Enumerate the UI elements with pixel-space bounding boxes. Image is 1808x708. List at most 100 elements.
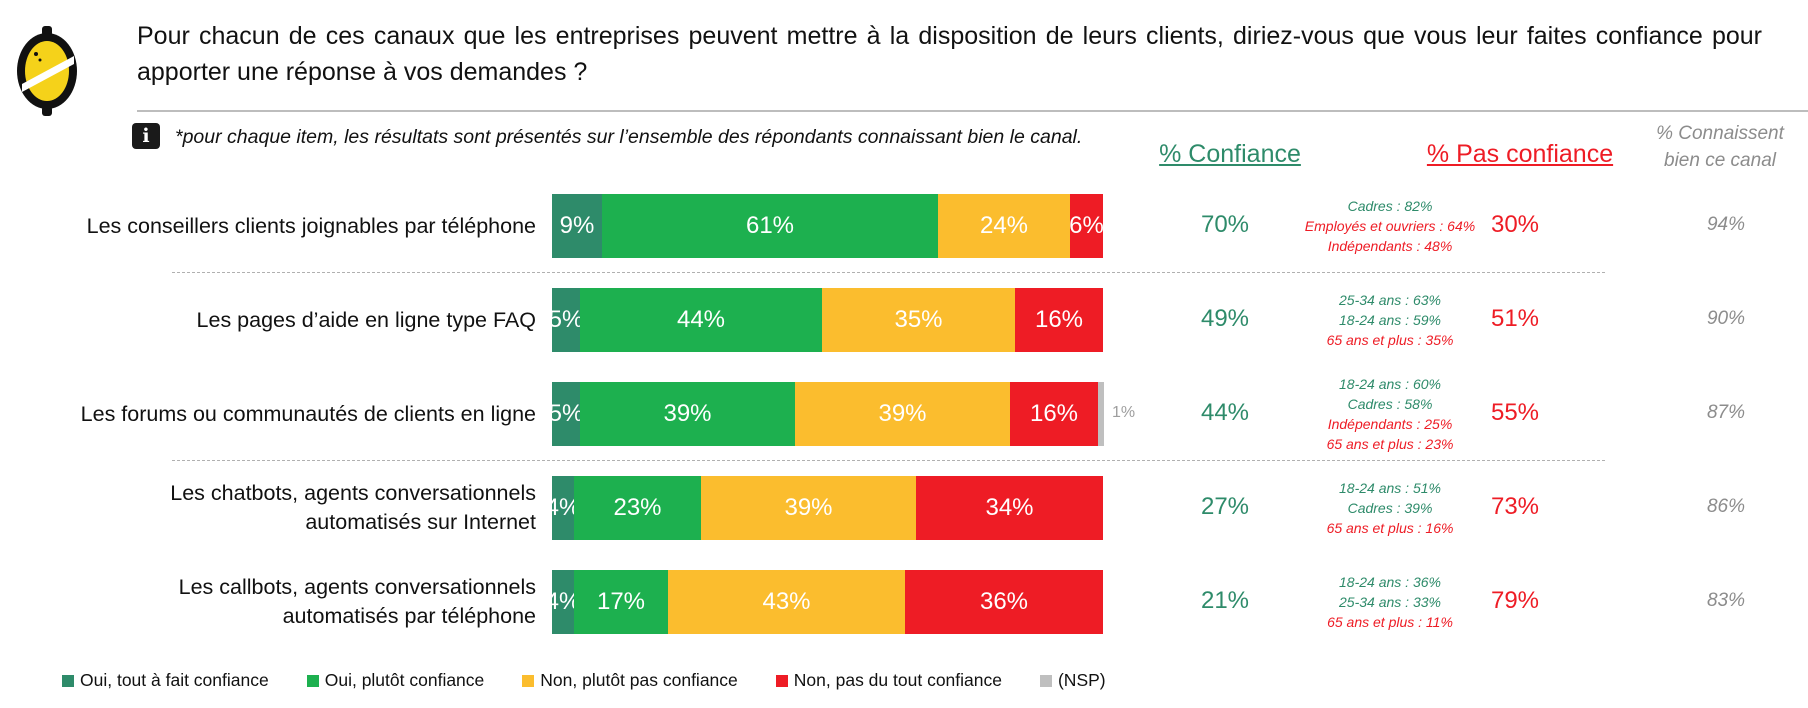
subgroup-breakdown: 25-34 ans : 63% 18-24 ans : 59% 65 ans et …: [1260, 290, 1520, 350]
bar-segment: [1098, 382, 1104, 446]
legend-swatch: [1039, 674, 1052, 687]
bar-segment-label: 17%: [596, 588, 646, 615]
bar-segment: 6%: [1069, 194, 1104, 258]
bar-segment-label: 23%: [613, 494, 662, 521]
subgroup-line: Cadres : 39%: [1347, 500, 1433, 516]
subgroup-line: 25-34 ans : 33%: [1339, 594, 1441, 610]
stacked-bar: 5% 39% 39% 16%: [549, 382, 1104, 446]
lemon-logo-icon: [17, 26, 77, 116]
legend-label: Non, plutôt pas confiance: [540, 670, 738, 690]
subgroup-line: 65 ans et plus : 16%: [1326, 520, 1454, 536]
legend-item: Oui, tout à fait confiance: [62, 670, 269, 691]
connaissent-value: 86%: [1706, 496, 1746, 517]
subgroup-breakdown: 18-24 ans : 60% Cadres : 58% Indépendants …: [1260, 374, 1520, 454]
connaissent-value: 87%: [1706, 402, 1746, 423]
pas-confiance-value: 55%: [1490, 399, 1540, 426]
legend-item: Non, pas du tout confiance: [775, 670, 1002, 691]
bar-segment: 39%: [701, 476, 916, 540]
row-label: Les chatbots, agents conversationnels aut…: [16, 479, 536, 537]
legend-item: Oui, plutôt confiance: [306, 670, 485, 691]
legend-swatch: [775, 674, 788, 687]
legend-swatch: [306, 674, 319, 687]
subgroup-line: 18-24 ans : 60%: [1339, 376, 1441, 392]
row-label-line: automatisés sur Internet: [305, 510, 536, 534]
row-label-line: Les callbots, agents conversationnels: [178, 575, 536, 599]
header-pas-confiance: % Pas confiance: [1426, 140, 1614, 168]
info-icon: i: [132, 123, 160, 149]
bar-segment: 4%: [546, 570, 580, 634]
bar-segment: 61%: [602, 194, 938, 258]
bar-segment-label: 36%: [979, 588, 1029, 615]
bar-segment: 4%: [546, 476, 580, 540]
bar-segment-label: 5%: [548, 306, 584, 333]
subgroup-breakdown: Cadres : 82% Employés et ouvriers : 64% In…: [1260, 196, 1520, 256]
header-connaissent-line1: % Connaissent: [1656, 123, 1784, 144]
bar-segment: 24%: [938, 194, 1070, 258]
subgroup-line: 18-24 ans : 51%: [1339, 480, 1441, 496]
header-connaissent: % Connaissent bien ce canal: [1630, 120, 1808, 174]
bar-segment: 39%: [580, 382, 795, 446]
bar-segment-label: 43%: [762, 588, 811, 615]
legend-label: (NSP): [1057, 670, 1106, 690]
bar-segment: 36%: [905, 570, 1103, 634]
stacked-bar: 4% 17% 43% 36%: [546, 570, 1103, 634]
subgroup-line: Indépendants : 25%: [1327, 416, 1453, 432]
subgroup-line: 18-24 ans : 36%: [1339, 574, 1441, 590]
row-label: Les conseillers clients joignables par t…: [16, 212, 536, 241]
bar-segment: 9%: [552, 194, 602, 258]
subgroup-line: Employés et ouvriers : 64%: [1304, 218, 1476, 234]
header-connaissent-line2: bien ce canal: [1664, 150, 1776, 171]
row-label: Les callbots, agents conversationnels aut…: [16, 573, 536, 631]
bar-segment: 43%: [668, 570, 905, 634]
subgroup-line: 65 ans et plus : 11%: [1327, 614, 1453, 630]
legend-label: Oui, plutôt confiance: [324, 670, 485, 690]
row-label-line: Les chatbots, agents conversationnels: [170, 481, 536, 505]
stacked-bar: 9% 61% 24% 6%: [552, 194, 1104, 258]
chart-legend: Oui, tout à fait confiance Oui, plutôt co…: [62, 670, 1144, 691]
legend-swatch: [522, 674, 535, 687]
header-confiance: % Confiance: [1159, 140, 1301, 168]
bar-segment-label: 39%: [784, 494, 833, 521]
bar-segment-label: 9%: [559, 212, 595, 239]
subgroup-breakdown: 18-24 ans : 36% 25-34 ans : 33% 65 ans et …: [1260, 572, 1520, 632]
confiance-value: 21%: [1200, 587, 1250, 614]
connaissent-value: 83%: [1706, 590, 1746, 611]
bar-segment: 5%: [549, 382, 583, 446]
legend-item: (NSP): [1039, 670, 1106, 691]
bar-segment: 16%: [1010, 382, 1098, 446]
confiance-value: 27%: [1200, 493, 1250, 520]
bar-segment: 17%: [574, 570, 668, 634]
confiance-value: 44%: [1200, 399, 1250, 426]
subgroup-line: 65 ans et plus : 35%: [1326, 332, 1454, 348]
confiance-value: 70%: [1200, 211, 1250, 238]
bar-segment: 23%: [574, 476, 701, 540]
bar-segment-label: 34%: [985, 494, 1034, 521]
stacked-bar: 5% 44% 35% 16%: [549, 288, 1103, 352]
pas-confiance-value: 79%: [1490, 587, 1540, 614]
pas-confiance-value: 51%: [1490, 305, 1540, 332]
pas-confiance-value: 30%: [1490, 211, 1540, 238]
connaissent-value: 94%: [1706, 214, 1746, 235]
stacked-bar: 4% 23% 39% 34%: [546, 476, 1103, 540]
row-separator: [172, 272, 1605, 273]
subgroup-line: Indépendants : 48%: [1327, 238, 1453, 254]
subgroup-line: 18-24 ans : 59%: [1339, 312, 1441, 328]
bar-segment: 35%: [822, 288, 1015, 352]
subgroup-breakdown: 18-24 ans : 51% Cadres : 39% 65 ans et plu…: [1260, 478, 1520, 538]
nsp-label: 1%: [1112, 404, 1136, 421]
bar-segment: 39%: [795, 382, 1010, 446]
bar-segment-label: 44%: [676, 306, 726, 333]
bar-segment-label: 35%: [894, 306, 943, 333]
connaissent-value: 90%: [1706, 308, 1746, 329]
bar-segment-label: 39%: [663, 400, 712, 427]
row-label-line: Les conseillers clients joignables par t…: [86, 213, 536, 238]
pas-confiance-value: 73%: [1490, 493, 1540, 520]
confiance-value: 49%: [1200, 305, 1250, 332]
bar-segment: 16%: [1015, 288, 1103, 352]
row-label: Les pages d’aide en ligne type FAQ: [16, 306, 536, 335]
bar-segment-label: 16%: [1034, 306, 1084, 333]
legend-label: Non, pas du tout confiance: [793, 670, 1002, 690]
bar-segment: 5%: [549, 288, 583, 352]
bar-segment-label: 6%: [1069, 212, 1104, 239]
bar-segment-label: 61%: [745, 212, 795, 239]
